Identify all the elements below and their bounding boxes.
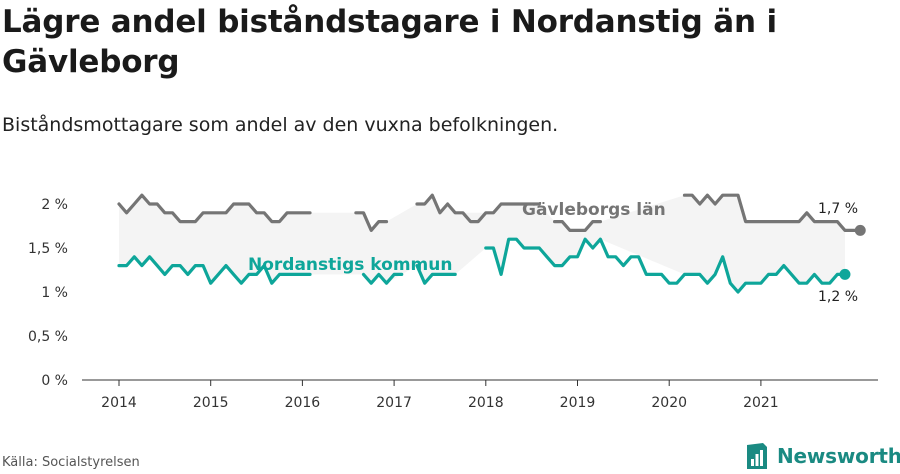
series-label-gavleborg: Gävleborgs län (522, 200, 666, 220)
series-line-gavleborg (117, 193, 862, 232)
end-label-nordanstig: 1,2 % (818, 289, 858, 305)
end-point-gavleborg (854, 224, 866, 236)
end-point-nordanstig (839, 268, 851, 280)
series-label-nordanstig: Nordanstigs kommun (248, 255, 452, 275)
chart-subtitle: Biståndsmottagare som andel av den vuxna… (2, 114, 559, 136)
end-label-gavleborg: 1,7 % (818, 201, 858, 217)
chart-title: Lägre andel biståndstagare i Nordanstig … (2, 4, 777, 80)
y-tick-label: 0,5 % (28, 329, 68, 345)
series-line-nordanstig (117, 237, 847, 294)
line-chart: 2 % 1,5 % 1 % 0,5 % 0 % 2014 2015 2016 2017 2018… (28, 193, 878, 411)
x-tick-label: 2019 (560, 395, 596, 411)
x-tick-label: 2016 (285, 395, 321, 411)
x-tick-label: 2017 (376, 395, 412, 411)
series-lines (117, 193, 866, 294)
newsworthy-logo-icon (747, 443, 767, 469)
range-band (119, 195, 845, 292)
x-tick-label: 2015 (193, 395, 229, 411)
y-axis: 2 % 1,5 % 1 % 0,5 % 0 % (28, 197, 68, 389)
brand-name: Newsworthy (777, 444, 900, 468)
source-note: Källa: Socialstyrelsen (2, 455, 140, 470)
x-tick-label: 2014 (101, 395, 137, 411)
y-tick-label: 1 % (41, 285, 68, 301)
x-tick-label: 2021 (743, 395, 779, 411)
x-tick-label: 2020 (651, 395, 687, 411)
y-tick-label: 0 % (41, 373, 68, 389)
y-tick-label: 2 % (41, 197, 68, 213)
y-tick-label: 1,5 % (28, 241, 68, 257)
brand-logo: Newsworthy (745, 441, 900, 471)
series-labels: Gävleborgs län Nordanstigs kommun 1,7 % … (248, 200, 858, 305)
x-tick-label: 2018 (468, 395, 504, 411)
x-axis: 2014 2015 2016 2017 2018 2019 2020 2021 (101, 380, 779, 411)
band-area (119, 195, 845, 292)
